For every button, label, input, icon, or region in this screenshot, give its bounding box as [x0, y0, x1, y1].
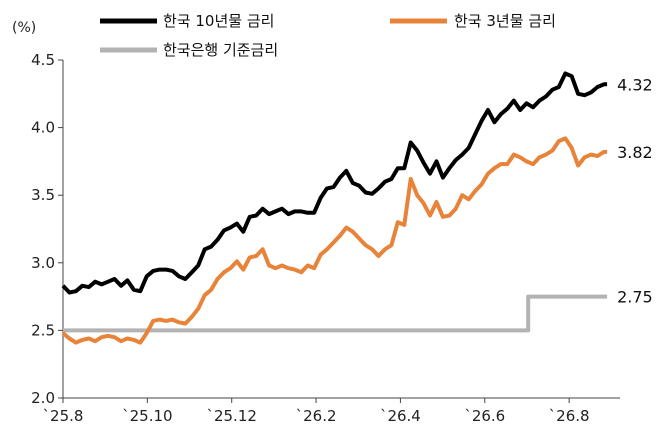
y-axis-ticks: 2.0 2.5 3.0 3.5 4.0 4.5	[31, 51, 63, 407]
y-axis-unit-label: (%)	[12, 20, 36, 36]
legend-label-3y: 한국 3년물 금리	[454, 12, 556, 30]
y-tick-label: 2.5	[31, 321, 55, 339]
series-line-10y	[61, 71, 608, 295]
y-tick-label: 4.0	[31, 119, 55, 137]
x-tick-label: `25.8	[43, 407, 84, 425]
y-tick-label: 2.0	[31, 389, 55, 407]
x-tick-label: `26.4	[380, 407, 421, 425]
x-tick-label: `25.10	[122, 407, 172, 425]
x-axis-ticks: `25.8 `25.10 `25.12 `26.2 `26.4 `26.6 `26.8	[43, 398, 590, 425]
y-tick-label: 3.0	[31, 254, 55, 272]
x-tick-label: `25.12	[206, 407, 256, 425]
series-line-3y	[61, 136, 608, 345]
series-line-base-rate	[63, 294, 608, 333]
end-label-3y: 3.82	[617, 143, 653, 162]
series-lines	[61, 71, 608, 345]
y-tick-label: 4.5	[31, 51, 55, 69]
x-tick-label: `26.8	[549, 407, 590, 425]
x-tick-label: `26.6	[464, 407, 505, 425]
x-tick-label: `26.2	[296, 407, 337, 425]
legend: 한국 10년물 금리 한국 3년물 금리 한국은행 기준금리	[100, 12, 556, 59]
y-tick-label: 3.5	[31, 186, 55, 204]
end-label-10y: 4.32	[617, 75, 653, 94]
end-label-base-rate: 2.75	[617, 288, 653, 307]
legend-label-base-rate: 한국은행 기준금리	[163, 41, 278, 59]
legend-label-10y: 한국 10년물 금리	[163, 12, 274, 30]
